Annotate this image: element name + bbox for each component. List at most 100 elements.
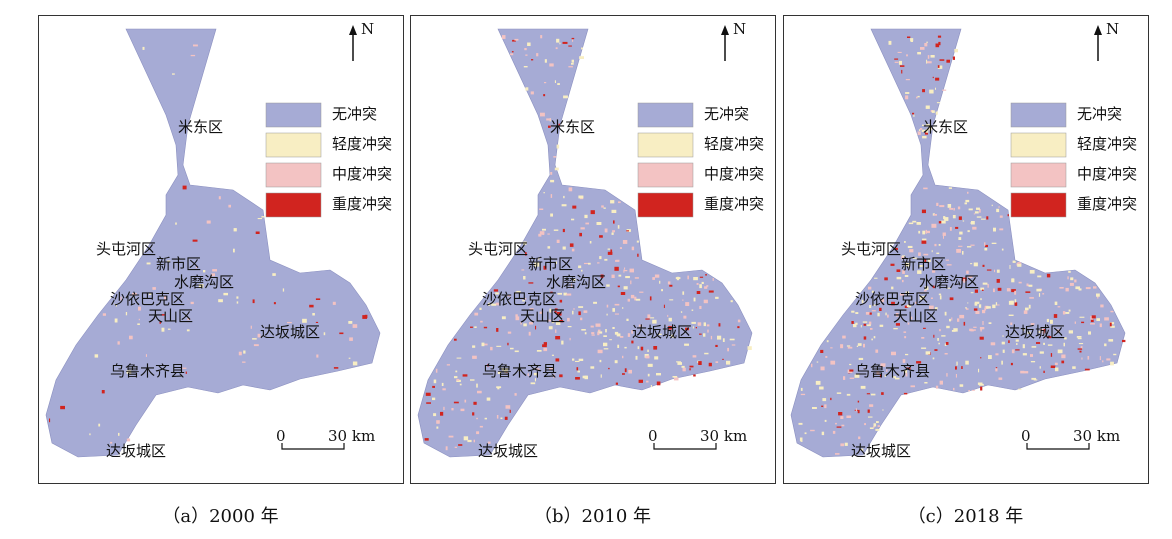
conflict-patch bbox=[932, 285, 935, 289]
map-panel: 米东区头屯河区新市区水磨沟区沙依巴克区天山区达坂城区乌鲁木齐县达坂城区无冲突轻度… bbox=[410, 15, 776, 484]
conflict-patch bbox=[991, 242, 997, 244]
legend-label: 重度冲突 bbox=[332, 195, 392, 213]
conflict-patch bbox=[236, 301, 239, 304]
conflict-patch bbox=[556, 144, 560, 149]
conflict-patch bbox=[661, 289, 663, 292]
conflict-patch bbox=[849, 377, 855, 379]
conflict-patch bbox=[1078, 343, 1084, 345]
conflict-patch bbox=[114, 303, 116, 305]
conflict-patch bbox=[597, 349, 603, 354]
conflict-patch bbox=[699, 276, 704, 278]
conflict-patch bbox=[1064, 337, 1067, 340]
conflict-patch bbox=[879, 324, 884, 327]
conflict-patch bbox=[559, 320, 564, 323]
conflict-patch bbox=[874, 277, 878, 279]
conflict-patch bbox=[970, 244, 975, 246]
conflict-patch bbox=[161, 314, 165, 316]
conflict-patch bbox=[1122, 339, 1126, 343]
conflict-patch bbox=[907, 322, 910, 325]
conflict-patch bbox=[980, 298, 982, 301]
conflict-patch bbox=[1030, 323, 1035, 326]
conflict-patch bbox=[1023, 371, 1029, 374]
conflict-patch bbox=[923, 187, 928, 190]
conflict-patch bbox=[891, 301, 895, 306]
conflict-patch bbox=[944, 217, 949, 221]
conflict-patch bbox=[1022, 344, 1025, 349]
conflict-patch bbox=[555, 329, 557, 333]
conflict-patch bbox=[523, 241, 527, 245]
conflict-patch bbox=[571, 37, 575, 40]
conflict-patch bbox=[717, 335, 722, 340]
conflict-patch bbox=[939, 205, 945, 208]
legend-swatch bbox=[1010, 192, 1067, 218]
conflict-patch bbox=[1106, 358, 1111, 361]
conflict-patch bbox=[550, 172, 553, 175]
region-outline bbox=[790, 28, 1126, 458]
conflict-patch bbox=[616, 259, 620, 261]
conflict-patch bbox=[514, 38, 519, 41]
conflict-patch bbox=[861, 299, 864, 304]
conflict-patch bbox=[432, 385, 435, 388]
conflict-patch bbox=[926, 41, 928, 43]
conflict-patch bbox=[682, 367, 686, 372]
conflict-patch bbox=[691, 321, 696, 324]
conflict-patch bbox=[836, 392, 842, 394]
conflict-patch bbox=[918, 230, 921, 234]
conflict-patch bbox=[907, 36, 911, 38]
conflict-patch bbox=[988, 322, 992, 324]
conflict-patch bbox=[462, 374, 468, 377]
conflict-patch bbox=[685, 327, 689, 331]
conflict-patch bbox=[911, 316, 913, 320]
conflict-patch bbox=[582, 375, 588, 379]
conflict-patch bbox=[272, 273, 276, 276]
conflict-patch bbox=[556, 239, 560, 243]
conflict-patch bbox=[474, 326, 477, 328]
conflict-patch bbox=[597, 332, 600, 336]
conflict-patch bbox=[637, 253, 639, 257]
conflict-patch bbox=[110, 441, 113, 444]
conflict-patch bbox=[947, 204, 952, 208]
conflict-patch bbox=[921, 347, 927, 349]
district-label: 水磨沟区 bbox=[174, 273, 234, 291]
conflict-patch bbox=[951, 317, 953, 321]
conflict-patch bbox=[937, 35, 942, 38]
legend-label: 中度冲突 bbox=[332, 165, 392, 183]
conflict-patch bbox=[812, 407, 817, 409]
conflict-patch bbox=[881, 392, 884, 395]
conflict-patch bbox=[554, 308, 558, 310]
conflict-patch bbox=[554, 310, 557, 313]
conflict-patch bbox=[583, 310, 588, 313]
conflict-patch bbox=[973, 262, 978, 267]
conflict-patch bbox=[554, 80, 556, 83]
north-label: N bbox=[733, 20, 746, 38]
conflict-patch bbox=[578, 358, 584, 361]
conflict-patch bbox=[918, 292, 924, 294]
conflict-patch bbox=[919, 128, 923, 130]
conflict-patch bbox=[101, 390, 105, 394]
district-label: 米东区 bbox=[923, 118, 968, 136]
conflict-patch bbox=[826, 340, 829, 343]
conflict-patch bbox=[1033, 379, 1038, 381]
conflict-patch bbox=[167, 260, 171, 262]
conflict-patch bbox=[903, 369, 908, 373]
conflict-patch bbox=[527, 42, 531, 46]
conflict-patch bbox=[606, 313, 608, 316]
conflict-patch bbox=[656, 381, 661, 386]
conflict-patch bbox=[895, 377, 900, 380]
conflict-patch bbox=[944, 311, 947, 316]
conflict-patch bbox=[945, 342, 949, 345]
conflict-patch bbox=[480, 320, 483, 323]
conflict-patch bbox=[946, 264, 952, 266]
conflict-patch bbox=[1031, 346, 1037, 348]
conflict-patch bbox=[1053, 314, 1058, 318]
conflict-patch bbox=[534, 262, 540, 267]
conflict-patch bbox=[615, 382, 618, 385]
conflict-patch bbox=[854, 374, 860, 378]
conflict-patch bbox=[695, 327, 697, 329]
conflict-patch bbox=[500, 417, 503, 419]
conflict-patch bbox=[630, 280, 632, 285]
conflict-patch bbox=[578, 195, 584, 199]
district-label: 沙依巴克区 bbox=[482, 290, 557, 308]
conflict-patch bbox=[691, 309, 694, 311]
district-label: 米东区 bbox=[178, 118, 223, 136]
